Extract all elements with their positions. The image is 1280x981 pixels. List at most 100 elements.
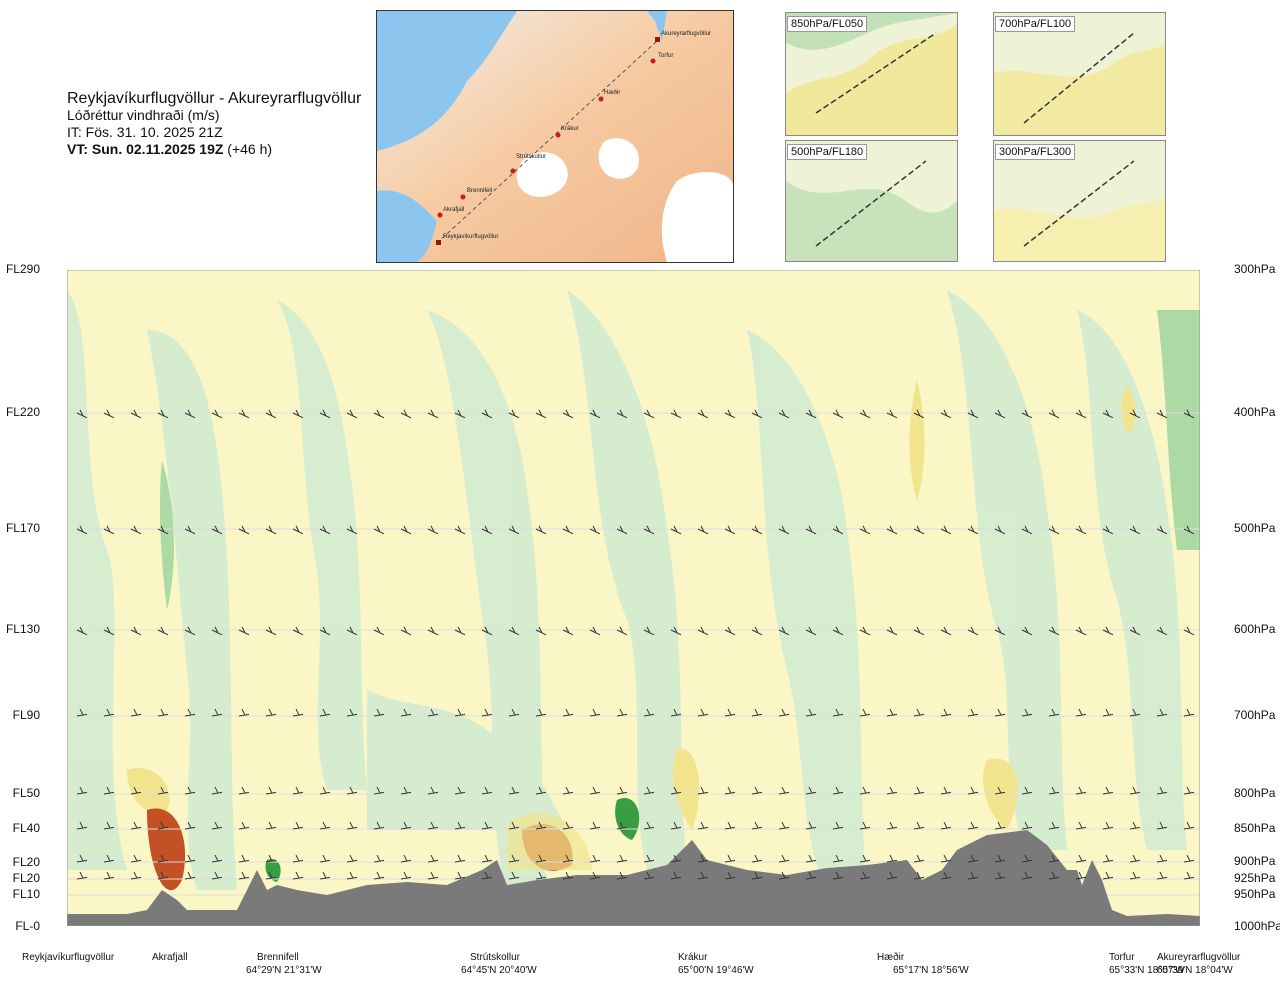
wind-barb <box>1075 871 1087 880</box>
wind-barb <box>751 708 763 717</box>
wind-barb <box>76 626 88 636</box>
right-axis-label: 300hPa <box>1234 262 1276 276</box>
wind-barb <box>616 708 628 717</box>
place-label: Akrafjall <box>152 951 188 964</box>
panel-field <box>994 43 1165 135</box>
wind-barb <box>1129 854 1141 863</box>
wind-barb <box>670 854 682 863</box>
wind-barb <box>1183 626 1195 636</box>
wind-barb <box>346 871 358 880</box>
wind-barb <box>157 854 169 863</box>
wind-barb <box>859 786 871 795</box>
updraft-zone <box>567 290 687 870</box>
wind-barb <box>157 821 169 830</box>
wind-barb <box>400 854 412 863</box>
wind-barb <box>130 708 142 717</box>
right-axis-label: 850hPa <box>1234 821 1276 835</box>
wind-barb <box>319 525 331 535</box>
updraft-zone <box>367 690 567 830</box>
wind-barb <box>1129 525 1141 535</box>
wind-barb <box>1156 708 1168 717</box>
level-panel-300: 300hPa/FL300 <box>993 140 1166 262</box>
map-label: Brennifell <box>467 188 492 194</box>
wind-barb <box>481 786 493 795</box>
route-title: Reykjavíkurflugvöllur - Akureyrarflugvöl… <box>67 90 362 107</box>
wind-barb <box>778 871 790 880</box>
wind-barb <box>589 871 601 880</box>
wind-barb <box>967 821 979 830</box>
wind-barb <box>778 626 790 636</box>
wind-barb <box>265 786 277 795</box>
wind-barb <box>1021 409 1033 419</box>
wind-barb <box>913 821 925 830</box>
wind-barb <box>886 708 898 717</box>
wind-barb <box>319 708 331 717</box>
wind-barb <box>427 786 439 795</box>
map-label: Torfur <box>658 53 673 59</box>
wind-barb <box>1183 708 1195 717</box>
wind-barb <box>751 854 763 863</box>
route-marker <box>598 96 604 102</box>
place-label: Reykjavíkurflugvöllur <box>22 951 114 964</box>
wind-barb <box>670 871 682 880</box>
wind-barb <box>1156 525 1168 535</box>
map-label: Akureyrarflugvöllur <box>661 31 711 37</box>
wind-barb <box>265 854 277 863</box>
map-sea-southwest <box>377 190 437 262</box>
wind-barb <box>670 708 682 717</box>
left-axis-label: FL20 <box>12 855 40 869</box>
wind-barb <box>292 409 304 419</box>
wind-barb <box>157 871 169 880</box>
wind-barb <box>913 525 925 535</box>
wind-barb <box>400 525 412 535</box>
panel-route <box>1023 160 1135 247</box>
wind-barb <box>670 525 682 535</box>
wind-barb <box>535 525 547 535</box>
map-label: Krákur <box>561 126 579 132</box>
wind-barb <box>1075 409 1087 419</box>
wind-barb <box>292 786 304 795</box>
wind-barb <box>184 626 196 636</box>
wind-barb <box>508 626 520 636</box>
wind-barb <box>859 821 871 830</box>
wind-barb <box>238 854 250 863</box>
wind-barb <box>832 409 844 419</box>
place-name: Hæðir <box>877 952 905 963</box>
wind-barbs <box>76 409 1195 880</box>
wind-barb <box>562 708 574 717</box>
map-label: Reykjavíkurflugvöllur <box>443 234 498 240</box>
wind-barb <box>346 708 358 717</box>
wind-barb <box>670 626 682 636</box>
wind-barb <box>562 821 574 830</box>
wind-barb <box>130 786 142 795</box>
wind-barb <box>1156 786 1168 795</box>
left-axis-label: FL90 <box>12 708 40 722</box>
updraft-zone <box>427 310 547 890</box>
wind-barb <box>76 525 88 535</box>
downdraft-zone <box>1121 385 1136 435</box>
wind-barb <box>454 786 466 795</box>
wind-barb <box>1183 786 1195 795</box>
wind-barb <box>373 786 385 795</box>
wind-barb <box>265 821 277 830</box>
map-label: Hæðir <box>604 89 620 96</box>
wind-barb <box>967 854 979 863</box>
wind-barb <box>427 409 439 419</box>
wind-barb <box>103 871 115 880</box>
place-coord: 65°33'N 18°07'W <box>1109 965 1185 976</box>
panel-label: 300hPa/FL300 <box>995 144 1076 160</box>
wind-barb <box>454 409 466 419</box>
wind-barb <box>643 708 655 717</box>
wind-barb <box>994 626 1006 636</box>
wind-barb <box>1048 821 1060 830</box>
wind-barb <box>967 708 979 717</box>
wind-barb <box>589 409 601 419</box>
wind-barb <box>967 525 979 535</box>
issue-time: IT: Fös. 31. 10. 2025 21Z <box>67 124 223 140</box>
wind-barb <box>103 525 115 535</box>
wind-barb <box>724 525 736 535</box>
updraft-zone <box>947 290 1067 850</box>
level-panel-500: 500hPa/FL180 <box>785 140 958 262</box>
left-axis-label: FL-0 <box>15 919 40 933</box>
place-name: Krákur <box>678 952 708 963</box>
